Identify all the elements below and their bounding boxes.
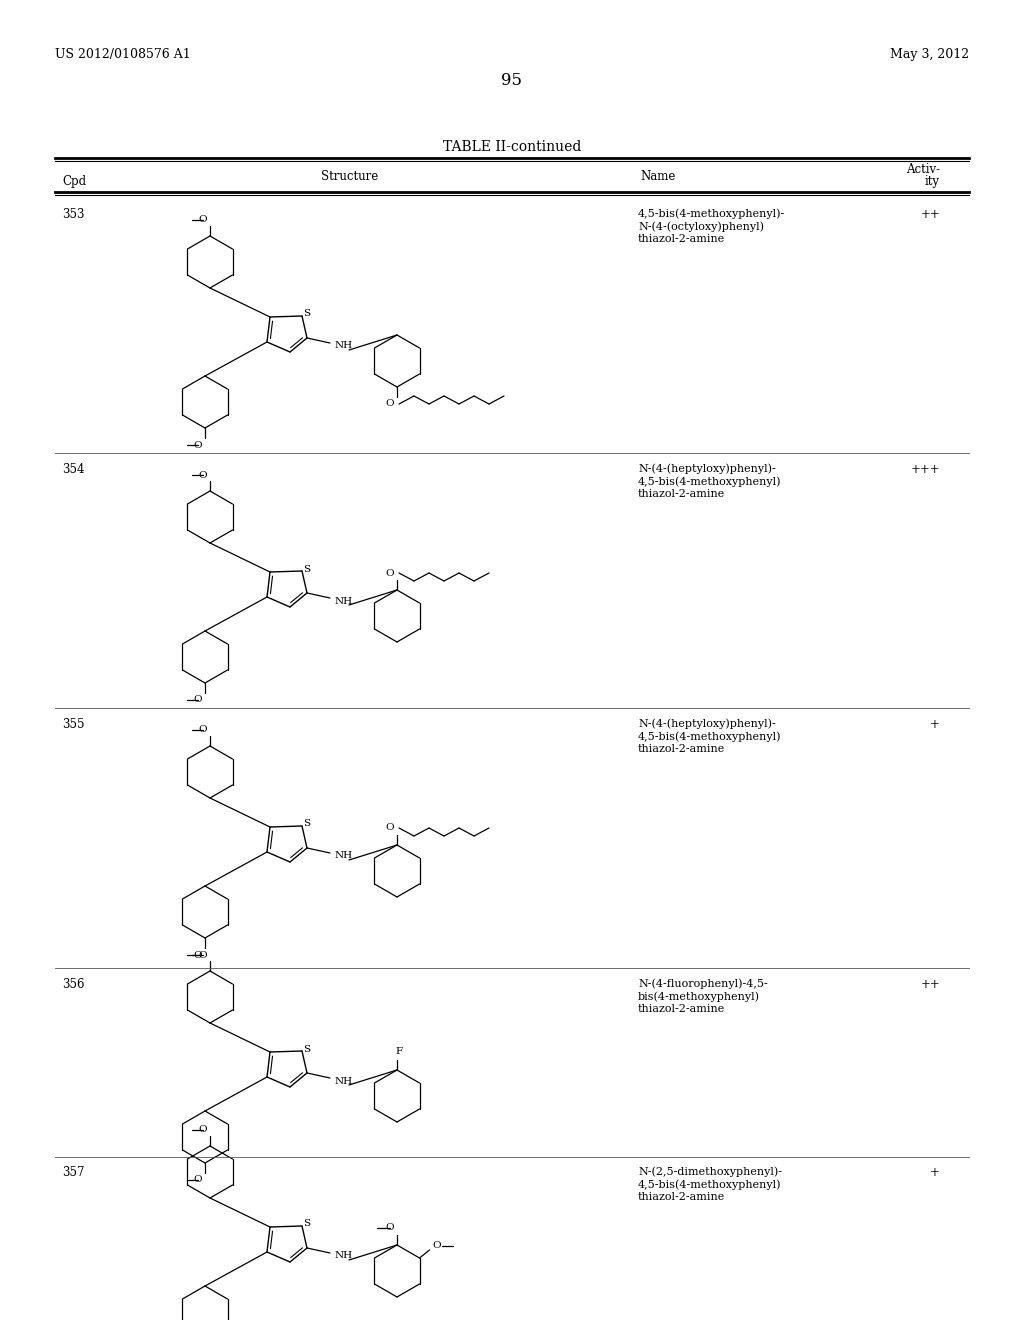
Text: O: O [199, 950, 207, 960]
Text: +: + [930, 1166, 940, 1179]
Text: thiazol-2-amine: thiazol-2-amine [638, 1192, 725, 1203]
Text: 4,5-bis(4-methoxyphenyl): 4,5-bis(4-methoxyphenyl) [638, 477, 781, 487]
Text: O: O [199, 215, 207, 224]
Text: O: O [194, 441, 202, 450]
Text: bis(4-methoxyphenyl): bis(4-methoxyphenyl) [638, 991, 760, 1002]
Text: S: S [303, 820, 310, 829]
Text: US 2012/0108576 A1: US 2012/0108576 A1 [55, 48, 190, 61]
Text: NH: NH [335, 342, 353, 351]
Text: thiazol-2-amine: thiazol-2-amine [638, 234, 725, 244]
Text: O: O [199, 470, 207, 479]
Text: S: S [303, 565, 310, 573]
Text: O: O [194, 950, 202, 960]
Text: +++: +++ [910, 463, 940, 477]
Text: F: F [395, 1048, 402, 1056]
Text: 95: 95 [502, 73, 522, 88]
Text: NH: NH [335, 1077, 353, 1085]
Text: 4,5-bis(4-methoxyphenyl)-: 4,5-bis(4-methoxyphenyl)- [638, 209, 785, 219]
Text: 354: 354 [62, 463, 85, 477]
Text: thiazol-2-amine: thiazol-2-amine [638, 744, 725, 754]
Text: 356: 356 [62, 978, 85, 991]
Text: thiazol-2-amine: thiazol-2-amine [638, 1005, 725, 1014]
Text: 353: 353 [62, 209, 85, 220]
Text: S: S [303, 1044, 310, 1053]
Text: ++: ++ [921, 978, 940, 991]
Text: 4,5-bis(4-methoxyphenyl): 4,5-bis(4-methoxyphenyl) [638, 1179, 781, 1189]
Text: NH: NH [335, 851, 353, 861]
Text: NH: NH [335, 1251, 353, 1261]
Text: ity: ity [925, 176, 940, 187]
Text: Structure: Structure [322, 170, 379, 183]
Text: +: + [930, 718, 940, 731]
Text: O: O [385, 400, 394, 408]
Text: O: O [194, 696, 202, 705]
Text: 355: 355 [62, 718, 85, 731]
Text: S: S [303, 309, 310, 318]
Text: O: O [385, 824, 394, 833]
Text: NH: NH [335, 597, 353, 606]
Text: O: O [385, 569, 394, 578]
Text: Name: Name [640, 170, 676, 183]
Text: N-(4-fluorophenyl)-4,5-: N-(4-fluorophenyl)-4,5- [638, 978, 768, 989]
Text: N-(4-(heptyloxy)phenyl)-: N-(4-(heptyloxy)phenyl)- [638, 718, 776, 729]
Text: S: S [303, 1220, 310, 1229]
Text: N-(4-(heptyloxy)phenyl)-: N-(4-(heptyloxy)phenyl)- [638, 463, 776, 474]
Text: ++: ++ [921, 209, 940, 220]
Text: O: O [199, 726, 207, 734]
Text: thiazol-2-amine: thiazol-2-amine [638, 488, 725, 499]
Text: N-(4-(octyloxy)phenyl): N-(4-(octyloxy)phenyl) [638, 220, 764, 231]
Text: Cpd: Cpd [62, 176, 86, 187]
Text: O: O [432, 1242, 440, 1250]
Text: 4,5-bis(4-methoxyphenyl): 4,5-bis(4-methoxyphenyl) [638, 731, 781, 742]
Text: Activ-: Activ- [906, 162, 940, 176]
Text: O: O [199, 1126, 207, 1134]
Text: O: O [385, 1224, 394, 1233]
Text: N-(2,5-dimethoxyphenyl)-: N-(2,5-dimethoxyphenyl)- [638, 1166, 782, 1176]
Text: O: O [194, 1176, 202, 1184]
Text: May 3, 2012: May 3, 2012 [890, 48, 969, 61]
Text: TABLE II-continued: TABLE II-continued [442, 140, 582, 154]
Text: 357: 357 [62, 1166, 85, 1179]
